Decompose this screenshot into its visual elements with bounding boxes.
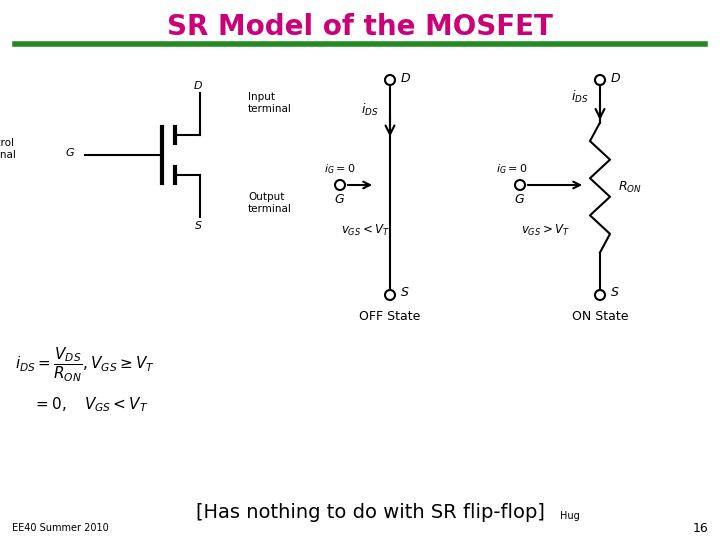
Text: $i_G = 0$: $i_G = 0$ (496, 162, 528, 176)
Text: $S$: $S$ (400, 287, 410, 300)
Text: Input: Input (248, 92, 275, 102)
Text: $D$: $D$ (610, 71, 621, 84)
Text: $v_{GS} > V_T$: $v_{GS} > V_T$ (521, 222, 570, 238)
Text: $S$: $S$ (194, 219, 202, 231)
Text: terminal: terminal (248, 204, 292, 214)
Text: Output: Output (248, 192, 284, 202)
Text: $= 0, \quad V_{GS} < V_T$: $= 0, \quad V_{GS} < V_T$ (33, 396, 148, 414)
Text: OFF State: OFF State (359, 310, 420, 323)
Text: Control: Control (0, 138, 14, 148)
Text: terminal: terminal (248, 104, 292, 114)
Text: $i_{DS}$: $i_{DS}$ (570, 89, 588, 105)
Text: $D$: $D$ (400, 71, 411, 84)
Text: $i_G = 0$: $i_G = 0$ (324, 162, 356, 176)
Text: $R_{ON}$: $R_{ON}$ (618, 180, 642, 195)
Text: $G$: $G$ (335, 193, 346, 206)
Text: 16: 16 (692, 522, 708, 535)
Text: $v_{GS} < V_T$: $v_{GS} < V_T$ (341, 222, 390, 238)
Text: $G$: $G$ (515, 193, 526, 206)
Text: Hug: Hug (560, 511, 580, 521)
Text: $G$: $G$ (65, 146, 75, 158)
Text: ON State: ON State (572, 310, 629, 323)
Text: SR Model of the MOSFET: SR Model of the MOSFET (167, 13, 553, 41)
Text: $i_{DS} = \dfrac{V_{DS}}{R_{ON}}, V_{GS} \geq V_T$: $i_{DS} = \dfrac{V_{DS}}{R_{ON}}, V_{GS}… (15, 346, 155, 384)
Text: $S$: $S$ (610, 287, 619, 300)
Text: [Has nothing to do with SR flip-flop]: [Has nothing to do with SR flip-flop] (196, 503, 544, 522)
Text: EE40 Summer 2010: EE40 Summer 2010 (12, 523, 109, 533)
Text: $D$: $D$ (193, 79, 203, 91)
Text: terminal: terminal (0, 150, 17, 160)
Text: $i_{DS}$: $i_{DS}$ (361, 102, 378, 118)
